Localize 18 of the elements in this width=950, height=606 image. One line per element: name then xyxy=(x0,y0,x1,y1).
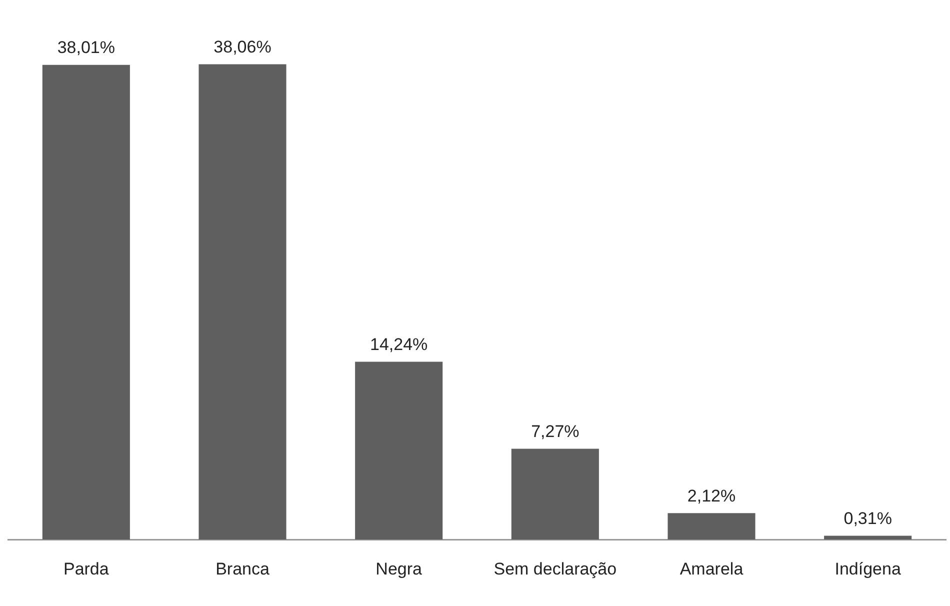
bar xyxy=(198,64,286,540)
bar xyxy=(824,536,912,540)
data-label: 7,27% xyxy=(531,422,580,441)
data-label: 38,06% xyxy=(214,37,272,56)
bar xyxy=(511,448,599,540)
data-label: 0,31% xyxy=(844,508,892,528)
x-tick-label: Amarela xyxy=(680,559,744,578)
bar xyxy=(42,64,130,540)
data-label: 14,24% xyxy=(370,334,428,354)
x-tick-label: Indígena xyxy=(834,559,902,578)
bar xyxy=(668,513,756,540)
bar xyxy=(355,362,443,540)
data-label: 38,01% xyxy=(57,38,116,58)
x-tick-label: Negra xyxy=(376,559,423,578)
x-tick-label: Sem declaração xyxy=(494,559,617,578)
data-label: 2,12% xyxy=(687,486,736,506)
x-tick-label: Branca xyxy=(216,559,270,578)
x-tick-label: Parda xyxy=(63,559,110,578)
